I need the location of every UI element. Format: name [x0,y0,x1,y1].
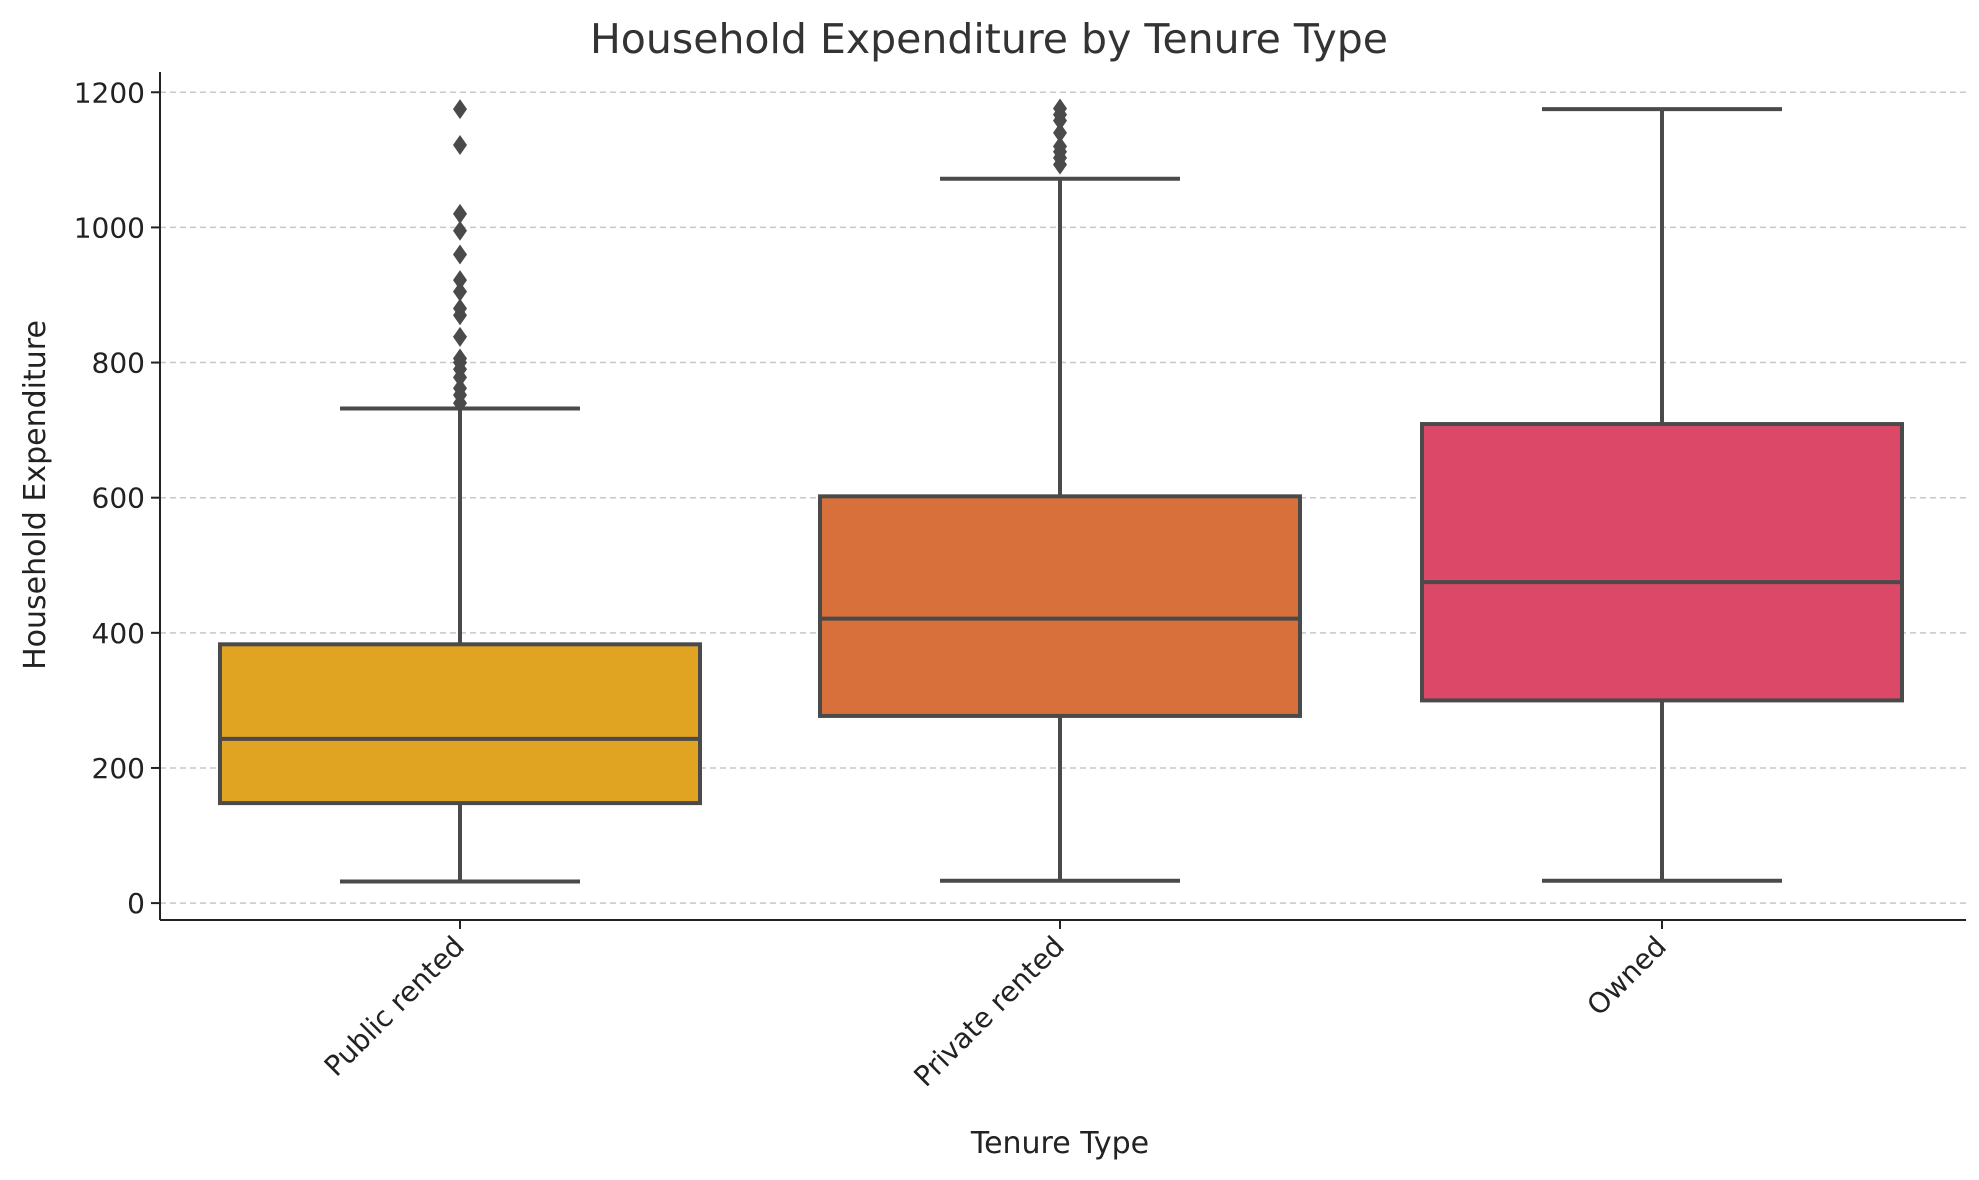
outlier-point [453,326,467,347]
outlier-point [1053,136,1067,157]
x-tick-label: Private rented [907,930,1071,1094]
y-tick-label: 800 [92,347,145,380]
y-tick-label: 0 [127,887,145,920]
y-tick-label: 1200 [74,76,145,109]
outlier-point [453,298,467,319]
x-tick-label: Public rented [318,930,471,1083]
outlier-point [1053,122,1067,143]
y-tick-label: 1000 [74,211,145,244]
iqr-box [218,642,702,806]
box-group-private-rented [818,98,1302,883]
outlier-point [1053,98,1067,119]
outlier-point [453,270,467,291]
y-tick-label: 600 [92,482,145,515]
outlier-point [453,348,467,369]
outlier-point [453,378,467,399]
y-axis-label: Household Expenditure [18,320,53,670]
box-layer [218,98,1904,884]
box-group-owned [1420,107,1904,883]
iqr-box [1420,422,1904,703]
chart-title: Household Expenditure by Tenure Type [590,15,1388,63]
outlier-point [453,99,467,120]
outlier-point [453,134,467,155]
y-tick-label: 400 [92,617,145,650]
outlier-point [453,220,467,241]
x-tick-label: Owned [1581,930,1673,1022]
box-group-public-rented [218,99,702,884]
outlier-point [453,281,467,302]
x-axis-label: Tenure Type [970,1126,1149,1161]
iqr-box [818,494,1302,718]
outlier-point [453,203,467,224]
y-tick-label: 200 [92,752,145,785]
outlier-point [453,244,467,265]
